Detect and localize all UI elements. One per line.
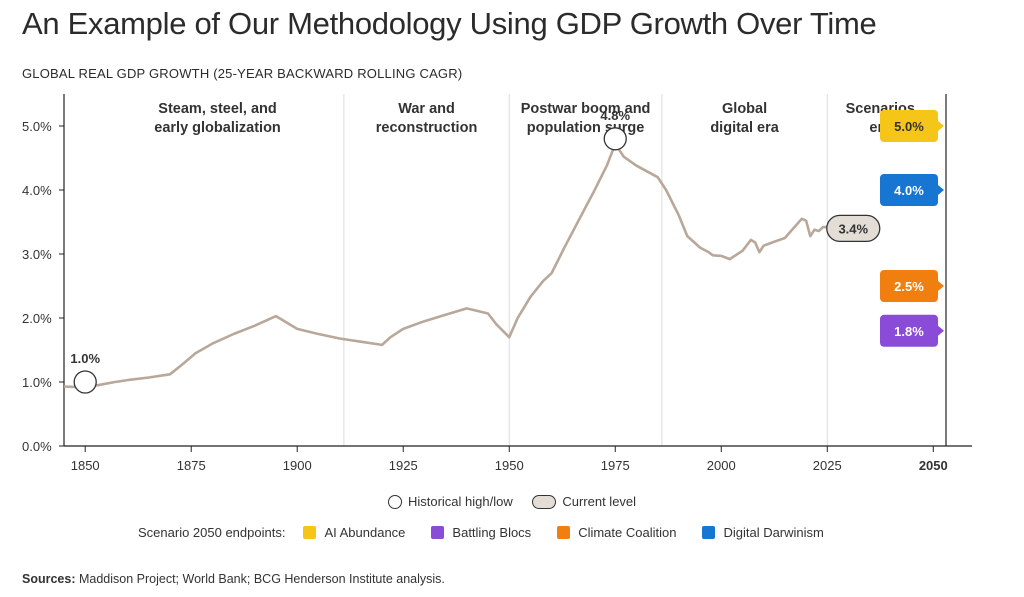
legend-ai-abundance-label: AI Abundance: [324, 525, 406, 540]
legend-current: Current level: [532, 494, 636, 509]
endpoint-badge: [880, 314, 938, 347]
scenario-legend-lead: Scenario 2050 endpoints:: [138, 525, 286, 540]
x-tick-label: 1900: [283, 458, 312, 473]
chart-annotations: 1.0% 4.8% 3.4%: [70, 108, 881, 394]
historical_low-label: 1.0%: [70, 351, 100, 366]
legend-historical-label: Historical high/low: [407, 494, 513, 509]
x-tick-label: 2025: [813, 458, 842, 473]
endpoint-pointer: [938, 281, 944, 291]
era-label: Steam, steel, and: [158, 101, 276, 117]
era-label: early globalization: [154, 120, 281, 136]
legend-climate-coalition: Climate Coalition: [557, 525, 676, 540]
era-label: War and: [398, 101, 455, 117]
era-label: digital era: [710, 120, 779, 136]
x-tick-label: 2050: [919, 458, 948, 473]
sources-label: Sources:: [22, 572, 76, 586]
y-tick-label: 5.0%: [22, 119, 52, 134]
endpoint-pointer: [938, 121, 944, 131]
x-tick-label: 1925: [389, 458, 418, 473]
page-title: An Example of Our Methodology Using GDP …: [22, 6, 877, 41]
sources-text: Maddison Project; World Bank; BCG Hender…: [78, 572, 445, 586]
gdp-growth-chart: Steam, steel, and early globalization War …: [22, 94, 972, 473]
x-tick-label: 1950: [495, 458, 524, 473]
marker-legend: Historical high/low Current level: [0, 494, 1024, 512]
legend-battling-blocs-label: Battling Blocs: [452, 525, 532, 540]
x-tick-label: 1875: [177, 458, 206, 473]
y-tick-label: 3.0%: [22, 247, 52, 262]
historical_low-marker: [73, 370, 97, 394]
era-label: Global: [722, 101, 767, 117]
historical_high-label: 4.8%: [600, 108, 630, 123]
legend-ai-abundance: AI Abundance: [303, 525, 405, 540]
era-dividers: Steam, steel, and early globalization War …: [154, 94, 915, 446]
legend-battling-blocs: Battling Blocs: [431, 525, 531, 540]
y-tick-label: 2.0%: [22, 311, 52, 326]
gdp-series: [63, 142, 828, 389]
x-tick-label: 2000: [707, 458, 736, 473]
era-label: reconstruction: [376, 120, 478, 136]
legend-climate-coalition-label: Climate Coalition: [578, 525, 677, 540]
endpoint-badge: [880, 270, 938, 302]
endpoint-pointer: [938, 325, 944, 336]
y-tick-label: 0.0%: [22, 439, 52, 454]
era-label: Postwar boom and: [521, 101, 651, 117]
battling-blocs-swatch-icon: [431, 526, 445, 539]
endpoint-label: 4.0%: [894, 183, 924, 198]
endpoint-label: 2.5%: [894, 279, 924, 294]
endpoint-pointer: [938, 185, 944, 195]
legend-historical: Historical high/low: [387, 494, 513, 509]
chart-subtitle: GLOBAL REAL GDP GROWTH (25-YEAR BACKWARD…: [22, 66, 463, 81]
historical_high-marker: [603, 127, 627, 151]
y-tick-label: 4.0%: [22, 183, 52, 198]
current-pill-icon: [532, 494, 557, 509]
x-tick-label: 1975: [601, 458, 630, 473]
chart-axes: 0.0% 1.0% 2.0% 3.0% 4.0% 5.0% 1850 1875 1900 1925…: [22, 94, 972, 473]
digital-darwinism-swatch-icon: [702, 526, 716, 539]
legend-current-label: Current level: [562, 494, 637, 509]
historical-circle-icon: [387, 494, 402, 509]
scenario-legend: Scenario 2050 endpoints: AI Abundance Ba…: [138, 525, 850, 540]
endpoint-badge: [880, 174, 938, 206]
legend-digital-darwinism: Digital Darwinism: [702, 525, 824, 540]
endpoint-label: 5.0%: [894, 119, 924, 134]
sources-note: Sources: Maddison Project; World Bank; B…: [22, 572, 445, 586]
current-level-label: 3.4%: [838, 221, 868, 236]
climate-coalition-swatch-icon: [557, 526, 571, 539]
legend-digital-darwinism-label: Digital Darwinism: [723, 525, 824, 540]
ai-abundance-swatch-icon: [303, 526, 317, 539]
x-tick-label: 1850: [71, 458, 100, 473]
gdp-growth-line: [63, 142, 828, 389]
scenario-endpoints: 5.0% 4.0% 2.5% 1.8%: [880, 110, 944, 347]
y-tick-label: 1.0%: [22, 375, 52, 390]
endpoint-badge: [880, 110, 938, 142]
endpoint-label: 1.8%: [894, 324, 924, 339]
current-level-marker: [826, 214, 881, 243]
